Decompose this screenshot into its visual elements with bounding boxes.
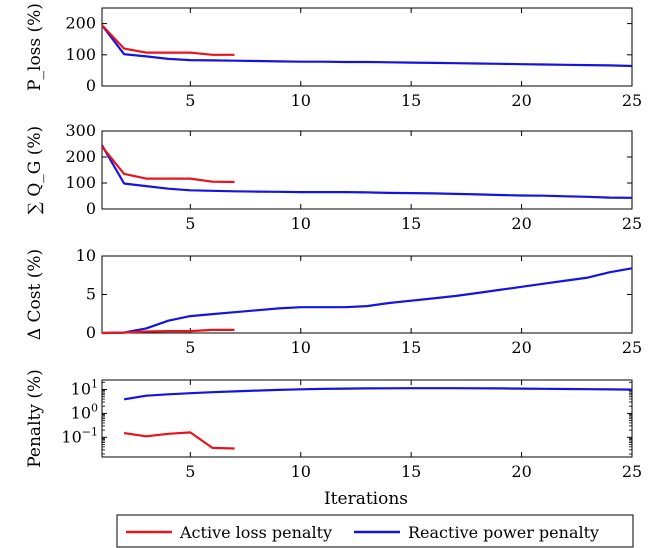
y-tick-label: 0 (86, 76, 96, 95)
y-tick-label: 10−1 (61, 425, 98, 446)
series-line-active-loss (101, 328, 235, 335)
series-line-active-loss (101, 24, 235, 56)
y-axis-label: P_loss (%) (25, 3, 45, 91)
series-line-active-loss (101, 145, 235, 184)
panel-cost-change: 5 10 15 20 25 0 5 10 Δ Cost (%) (25, 246, 642, 357)
legend-label-reactive-power: Reactive power penalty (408, 523, 599, 542)
y-axis-label: ∑ Q_G (%) (25, 126, 45, 214)
panel-power-loss: 5 10 15 20 25 0 100 200 P_loss (%) (25, 3, 642, 110)
x-tick-label: 20 (511, 462, 531, 481)
x-tick-label: 20 (511, 214, 531, 233)
y-tick-label: 200 (65, 14, 96, 33)
x-tick-label: 15 (401, 91, 421, 110)
y-tick-label: 101 (71, 378, 98, 399)
x-tick-label: 10 (291, 214, 311, 233)
x-tick-label: 10 (291, 462, 311, 481)
x-tick-label: 15 (401, 214, 421, 233)
series-line-reactive-power (101, 144, 633, 199)
x-tick-label: 25 (622, 338, 642, 357)
y-axis-label: Δ Cost (%) (25, 249, 45, 340)
x-tick-label: 5 (185, 338, 195, 357)
y-tick-label: 5 (86, 285, 96, 304)
x-tick-label: 25 (622, 462, 642, 481)
x-tick-label: 5 (185, 214, 195, 233)
plot-frame (101, 255, 633, 334)
legend-label-active-loss: Active loss penalty (179, 523, 332, 542)
y-tick-label: 200 (65, 147, 96, 166)
series-line-active-loss (123, 431, 235, 450)
plot-frame (101, 130, 633, 210)
y-tick-label: 100 (71, 401, 98, 422)
x-tick-label: 10 (291, 338, 311, 357)
plot-frame (101, 7, 633, 87)
y-tick-label: 300 (65, 121, 96, 140)
y-tick-label: 0 (86, 199, 96, 218)
x-tick-label: 25 (622, 91, 642, 110)
x-tick-label: 5 (185, 91, 195, 110)
x-tick-label: 15 (401, 462, 421, 481)
x-tick-label: 20 (511, 338, 531, 357)
series-line-reactive-power (101, 24, 633, 68)
x-axis-label: Iterations (324, 489, 408, 509)
y-tick-label: 100 (65, 173, 96, 192)
series-line-reactive-power (101, 267, 633, 335)
series-line-reactive-power (123, 387, 633, 401)
plot-frame (101, 379, 633, 458)
legend: Active loss penalty Reactive power penal… (116, 514, 634, 548)
y-tick-label: 0 (86, 323, 96, 342)
x-tick-label: 25 (622, 214, 642, 233)
y-axis-label: Penalty (%) (25, 369, 45, 468)
x-tick-label: 20 (511, 91, 531, 110)
panel-reactive-generation: 5 10 15 20 25 0 100 200 300 ∑ Q_G (%) (25, 121, 642, 233)
x-tick-label: 10 (291, 91, 311, 110)
y-tick-label: 100 (65, 45, 96, 64)
x-tick-label: 15 (401, 338, 421, 357)
x-tick-label: 5 (185, 462, 195, 481)
y-tick-label: 10 (76, 246, 96, 265)
